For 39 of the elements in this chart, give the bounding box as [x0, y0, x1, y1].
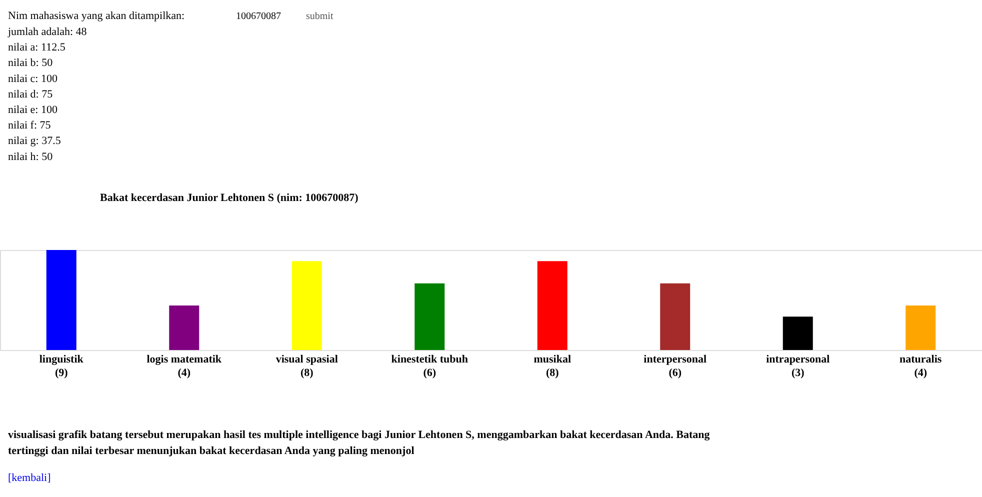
x-tick-label: musikal: [534, 354, 572, 366]
x-tick-label: visual spasial: [276, 354, 338, 366]
data-label: (9): [54, 367, 68, 379]
text: visualisasi grafik batang tersebut merupakan hasil tes multiple intelligence bagi Junior Lehtonen S, menggambarkan bakat kecerdasan Anda. Batang tertinggi dan nilai terbesar menunjukan bakat kecerdasan Anda yang paling menonjol: [8, 429, 710, 457]
data-label: (6): [668, 367, 682, 379]
bar: [782, 316, 813, 350]
text: nilai f: 75: [8, 120, 52, 132]
bar: [46, 250, 76, 350]
x-tick-label: logis matematik: [146, 354, 222, 366]
x-tick-label: kinestetik tubuh: [391, 354, 468, 366]
bar: [292, 261, 322, 350]
chart-title: Bakat kecerdasan Junior Lehtonen S (nim: 100670087): [100, 192, 359, 204]
text: Nim mahasiswa yang akan ditampilkan:: [8, 10, 185, 22]
text: nilai b: 50: [8, 57, 54, 70]
text: 100670087: [236, 11, 281, 22]
bar: [537, 261, 568, 350]
text: [kembali]: [8, 472, 51, 484]
x-tick-label: naturalis: [900, 354, 942, 366]
text: nilai d: 75: [8, 88, 54, 100]
bar: [906, 306, 936, 350]
text: nilai e: 100: [8, 104, 58, 116]
text: nilai a: 112.5: [8, 42, 66, 54]
text: nilai h: 50: [8, 150, 54, 163]
data-label: (8): [300, 367, 314, 379]
data-label: (3): [791, 367, 805, 379]
data-label: (6): [423, 367, 436, 379]
data-label: (8): [546, 367, 560, 379]
data-label: (4): [178, 367, 191, 379]
x-tick-label: linguistik: [39, 354, 84, 366]
text: submit: [306, 11, 334, 22]
bar: [414, 283, 445, 350]
data-label: (4): [914, 367, 928, 379]
text: jumlah adalah: 48: [7, 26, 88, 38]
x-tick-label: intrapersonal: [766, 354, 830, 366]
bar: [169, 306, 200, 350]
text: nilai c: 100: [8, 72, 58, 85]
x-tick-label: interpersonal: [644, 354, 707, 366]
bar: [660, 283, 690, 350]
text: nilai g: 37.5: [8, 135, 62, 148]
